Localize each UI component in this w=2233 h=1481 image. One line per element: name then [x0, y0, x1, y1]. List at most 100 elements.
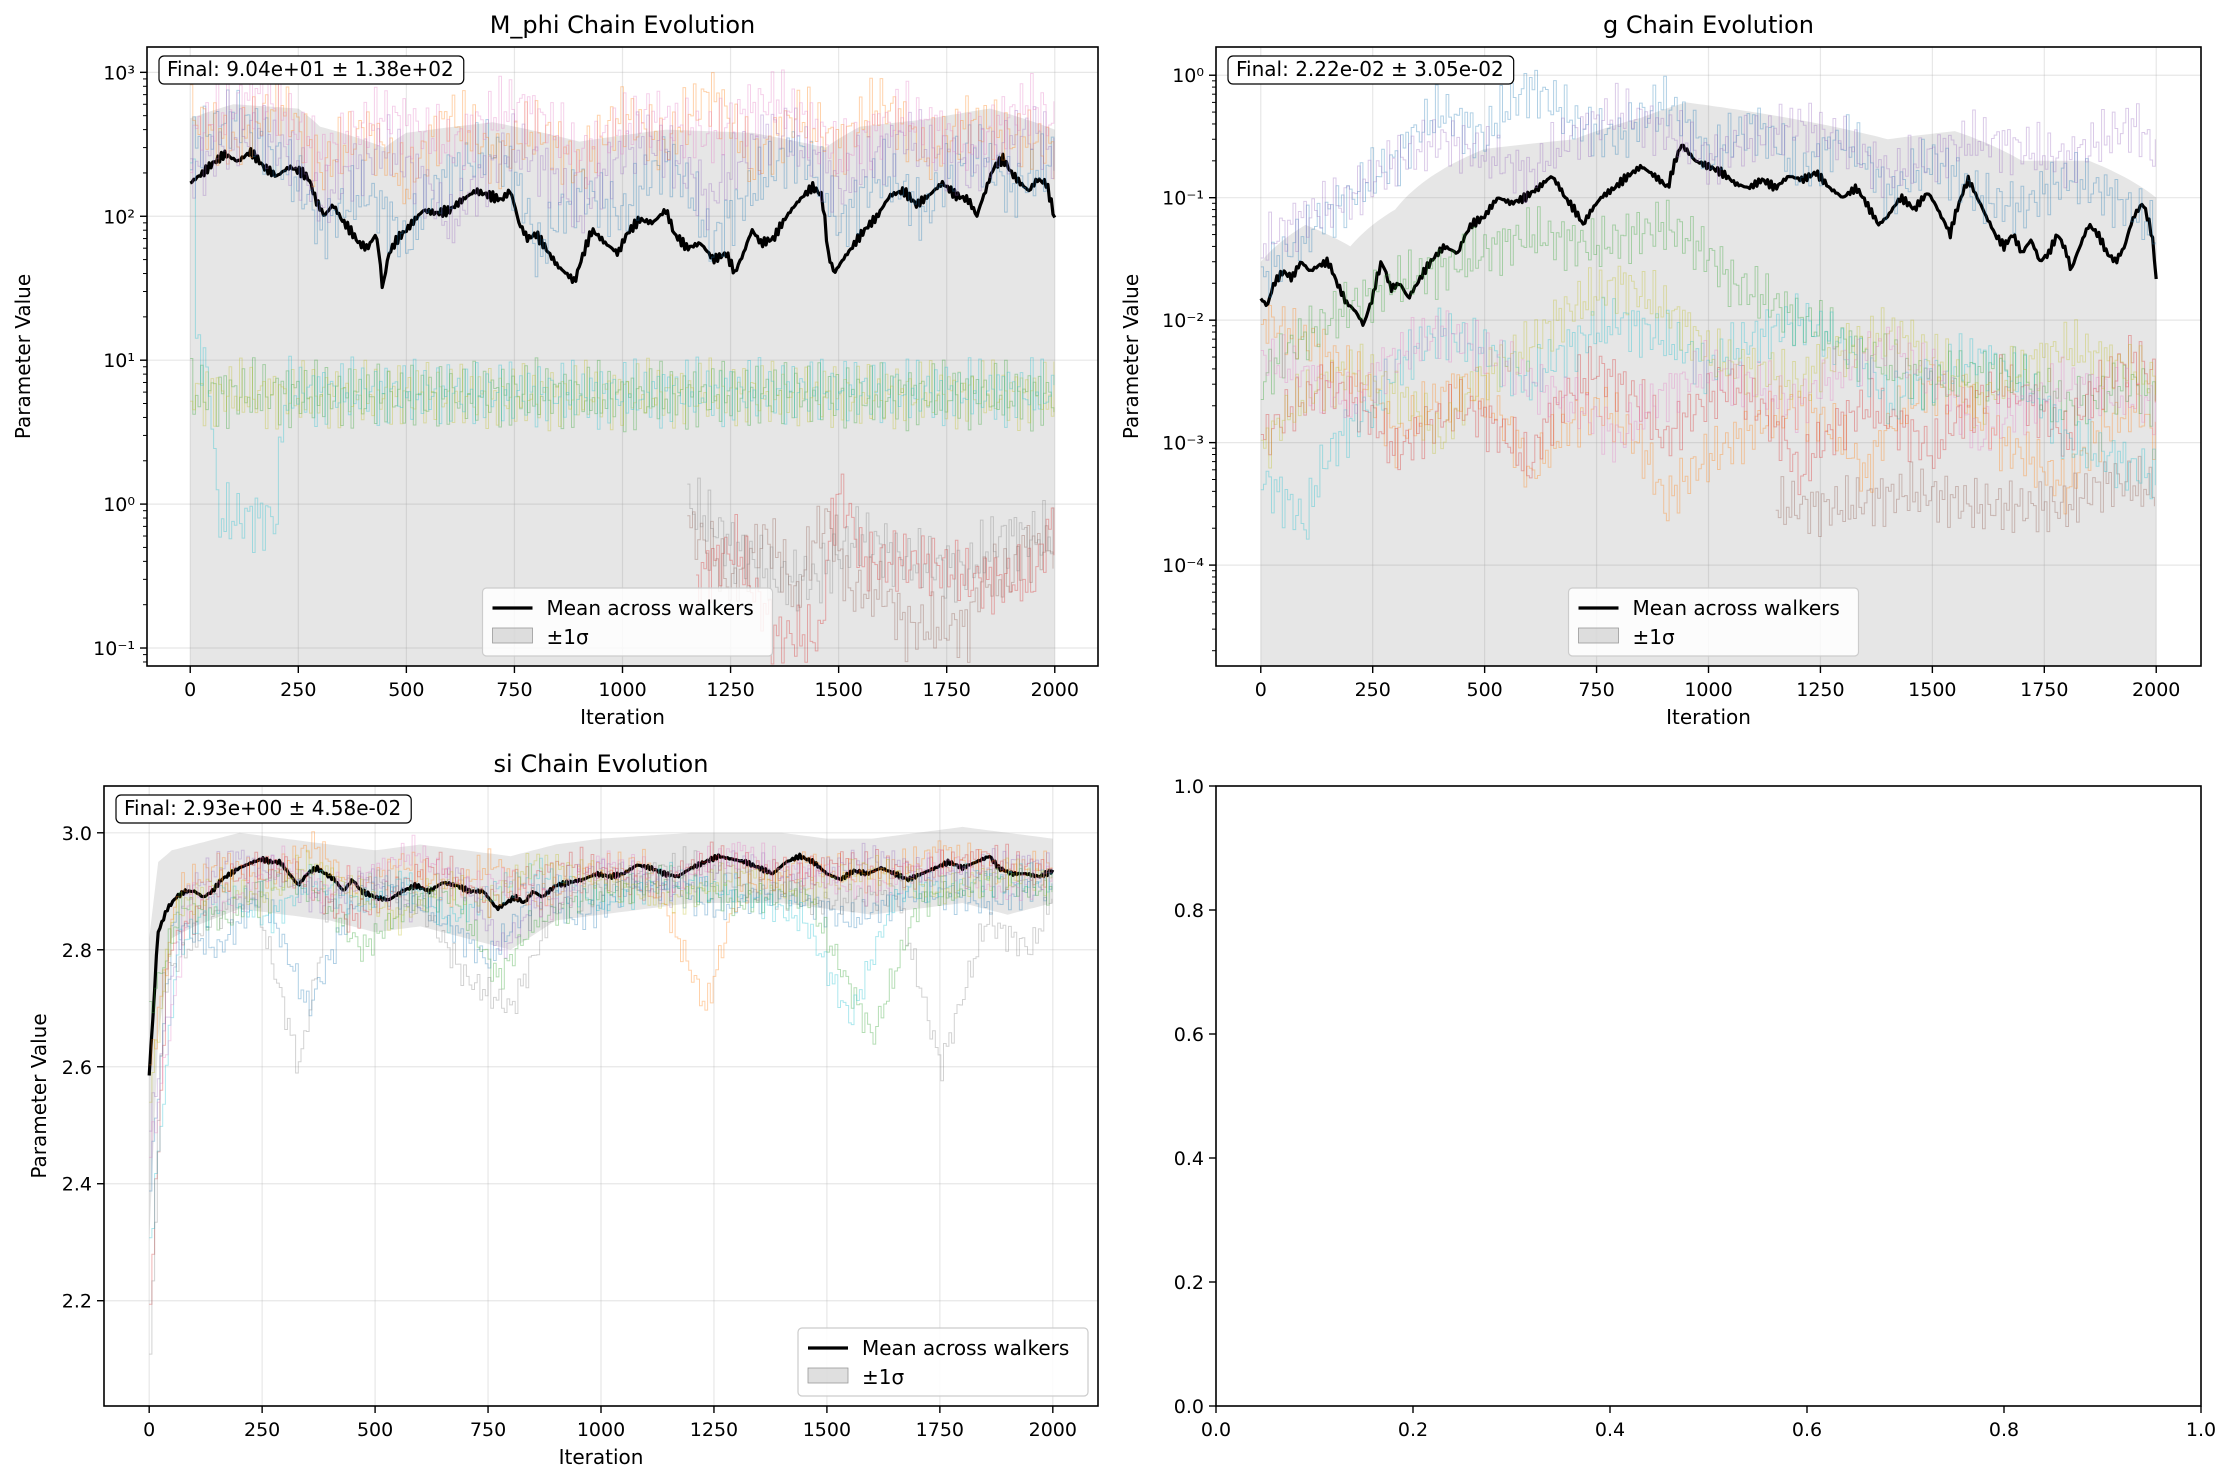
x-tick-label: 0.4: [1595, 1419, 1625, 1441]
legend: Mean across walkers ±1σ: [797, 1327, 1089, 1397]
x-tick-label: 1750: [923, 679, 971, 701]
x-tick-label: 2000: [1029, 1419, 1077, 1441]
x-tick-label: 1500: [1908, 679, 1956, 701]
y-tick-label: 0.6: [1174, 1024, 1204, 1046]
final-annotation-box: [158, 55, 465, 85]
walker-trace: [190, 357, 1055, 432]
y-tick-label: 2.2: [62, 1291, 92, 1313]
walker-trace: [149, 857, 1053, 1239]
final-annotation-box: [115, 794, 412, 824]
final-annotation-text: Final: 2.93e+00 ± 4.58e-02: [124, 796, 401, 820]
walker-trace: [149, 831, 1053, 1066]
walker-trace: [1260, 293, 2156, 540]
y-tick-label: 10⁻³: [1162, 433, 1204, 455]
walker-trace: [190, 69, 1055, 185]
y-tick-label: 0.8: [1174, 900, 1204, 922]
chart-title: M_phi Chain Evolution: [490, 11, 756, 39]
sigma-band: [149, 826, 1053, 1243]
walker-trace: [1260, 69, 2156, 298]
walker-trace: [1775, 455, 2155, 537]
plot-area: [147, 826, 1055, 1355]
y-tick-label: 10⁻¹: [1162, 188, 1204, 210]
x-tick-label: 250: [1355, 679, 1391, 701]
legend-box: [797, 1327, 1089, 1397]
walker-trace: [687, 477, 1054, 612]
chart-title: g Chain Evolution: [1603, 11, 1814, 39]
x-tick-label: 1000: [598, 679, 646, 701]
walker-trace: [190, 158, 1055, 553]
walker-trace: [149, 841, 1053, 1305]
walker-trace: [1260, 335, 2156, 496]
sigma-band: [1260, 102, 2157, 666]
walker-trace: [149, 846, 1053, 1355]
x-tick-label: 2000: [2132, 679, 2180, 701]
mean-line: [189, 147, 1057, 290]
walker-trace: [1260, 82, 2156, 261]
walker-trace: [190, 357, 1055, 433]
mean-line: [147, 852, 1055, 1076]
walker-trace: [190, 89, 1055, 278]
walker-trace: [696, 473, 1055, 665]
y-tick-label: 10⁰: [103, 494, 135, 516]
final-annotation: Final: 2.93e+00 ± 4.58e-02: [115, 794, 412, 824]
legend-band-swatch: [492, 627, 533, 644]
y-tick-label: 0.0: [1174, 1396, 1204, 1418]
mean-line: [1259, 143, 2158, 327]
x-tick-label: 750: [496, 679, 532, 701]
y-tick-label: 10¹: [103, 350, 135, 372]
walker-trace: [1260, 310, 2156, 463]
sigma-band: [190, 104, 1055, 666]
x-tick-label: 1.0: [2186, 1419, 2216, 1441]
y-tick-label: 10⁻¹: [93, 638, 135, 660]
walker-trace: [1260, 265, 2156, 469]
walker-trace: [1260, 305, 2156, 522]
x-tick-label: 500: [357, 1419, 393, 1441]
final-annotation: Final: 9.04e+01 ± 1.38e+02: [158, 55, 465, 85]
x-tick-label: 1250: [690, 1419, 738, 1441]
x-tick-label: 750: [1578, 679, 1614, 701]
x-tick-label: 1000: [1684, 679, 1732, 701]
x-tick-label: 1250: [1796, 679, 1844, 701]
y-tick-label: 2.8: [62, 940, 92, 962]
y-tick-label: 10²: [103, 206, 135, 228]
x-tick-label: 0: [1255, 679, 1267, 701]
y-tick-label: 10⁰: [1172, 65, 1204, 87]
x-tick-label: 0.6: [1792, 1419, 1822, 1441]
walker-trace: [149, 842, 1053, 1132]
x-tick-label: 250: [244, 1419, 280, 1441]
x-tick-label: 250: [280, 679, 316, 701]
x-tick-label: 0.0: [1201, 1419, 1231, 1441]
x-tick-label: 1750: [916, 1419, 964, 1441]
final-annotation-text: Final: 9.04e+01 ± 1.38e+02: [167, 57, 454, 81]
chart-panel-empty: 0.0 0.2 0.4 0.6 0.8 1.0 0.0 0.2 0.4 0.6 0.8 1.0: [1174, 776, 2216, 1441]
legend-band-label: ±1σ: [547, 625, 589, 649]
chart-panel-mphi: 0 250 500 750 1000 1250 1500 1750 2000 10⁻¹ 10⁰ 10¹…: [11, 11, 1099, 729]
plot-area: [1259, 69, 2158, 666]
grid: [104, 786, 1098, 1406]
axes-frame: [1215, 785, 2202, 1407]
y-tick-label: 1.0: [1174, 776, 1204, 798]
legend-box: [481, 587, 774, 657]
walker-trace: [149, 834, 1053, 1158]
legend-mean-label: Mean across walkers: [862, 1336, 1069, 1360]
x-tick-label: 750: [470, 1419, 506, 1441]
x-tick-label: 1500: [803, 1419, 851, 1441]
final-annotation-text: Final: 2.22e-02 ± 3.05e-02: [1236, 57, 1504, 81]
y-tick-label: 2.6: [62, 1057, 92, 1079]
y-tick-label: 10⁻⁴: [1162, 555, 1204, 577]
chart-title: si Chain Evolution: [494, 750, 709, 778]
y-axis-label: Parameter Value: [11, 274, 35, 439]
x-tick-label: 0: [184, 679, 196, 701]
x-tick-label: 500: [1467, 679, 1503, 701]
x-axis-label: Iteration: [559, 1445, 644, 1469]
final-annotation-box: [1227, 55, 1515, 85]
y-axis-label: Parameter Value: [1119, 274, 1143, 439]
x-axis-label: Iteration: [580, 705, 665, 729]
x-tick-label: 1250: [706, 679, 754, 701]
walker-trace: [149, 869, 1053, 1192]
x-tick-label: 2000: [1031, 679, 1079, 701]
legend: Mean across walkers ±1σ: [481, 587, 774, 657]
plot-area: [189, 69, 1057, 666]
x-tick-label: 1750: [2020, 679, 2068, 701]
